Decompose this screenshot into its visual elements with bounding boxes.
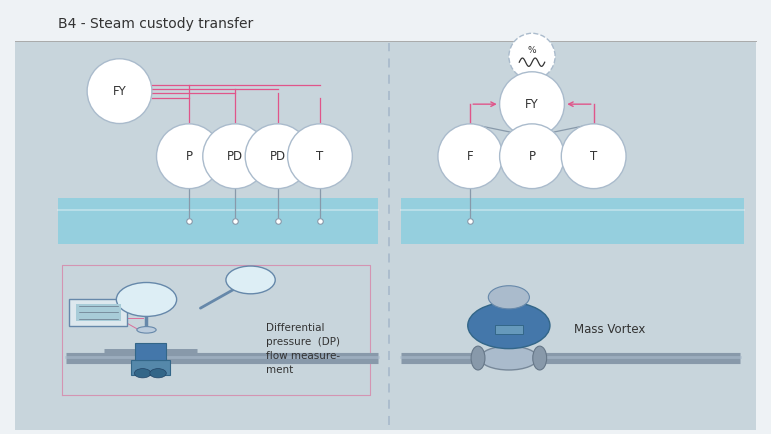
Text: P: P xyxy=(528,150,536,163)
Ellipse shape xyxy=(137,327,156,333)
Ellipse shape xyxy=(500,72,564,137)
Text: T: T xyxy=(316,150,324,163)
Bar xyxy=(495,325,523,334)
Text: Differential
pressure  (DP)
flow measure-
ment: Differential pressure (DP) flow measure-… xyxy=(266,323,340,375)
Ellipse shape xyxy=(288,124,352,189)
Text: Mass Vortex: Mass Vortex xyxy=(574,323,646,336)
Ellipse shape xyxy=(509,33,555,79)
Text: PD: PD xyxy=(227,150,243,163)
Text: T: T xyxy=(590,150,598,163)
Circle shape xyxy=(134,368,151,378)
Ellipse shape xyxy=(471,346,485,370)
Text: %: % xyxy=(527,46,537,55)
Circle shape xyxy=(226,266,275,294)
Text: F: F xyxy=(467,150,473,163)
Text: FY: FY xyxy=(525,98,539,111)
Circle shape xyxy=(150,368,167,378)
Ellipse shape xyxy=(87,59,152,124)
Bar xyxy=(15,41,756,430)
Bar xyxy=(58,198,378,244)
Circle shape xyxy=(116,283,177,316)
Ellipse shape xyxy=(157,124,221,189)
Circle shape xyxy=(468,302,550,349)
Ellipse shape xyxy=(561,124,626,189)
Ellipse shape xyxy=(533,346,547,370)
Ellipse shape xyxy=(203,124,268,189)
Bar xyxy=(69,299,127,326)
Text: B4 - Steam custody transfer: B4 - Steam custody transfer xyxy=(58,17,253,31)
Ellipse shape xyxy=(438,124,503,189)
Text: P: P xyxy=(185,150,193,163)
Ellipse shape xyxy=(245,124,310,189)
Bar xyxy=(135,343,166,360)
Bar xyxy=(76,304,121,321)
Text: FY: FY xyxy=(113,85,126,98)
Circle shape xyxy=(488,286,530,309)
Bar xyxy=(131,360,170,375)
Bar xyxy=(401,198,744,244)
Text: PD: PD xyxy=(270,150,285,163)
Ellipse shape xyxy=(480,346,538,370)
Ellipse shape xyxy=(500,124,564,189)
Bar xyxy=(0,0,771,41)
